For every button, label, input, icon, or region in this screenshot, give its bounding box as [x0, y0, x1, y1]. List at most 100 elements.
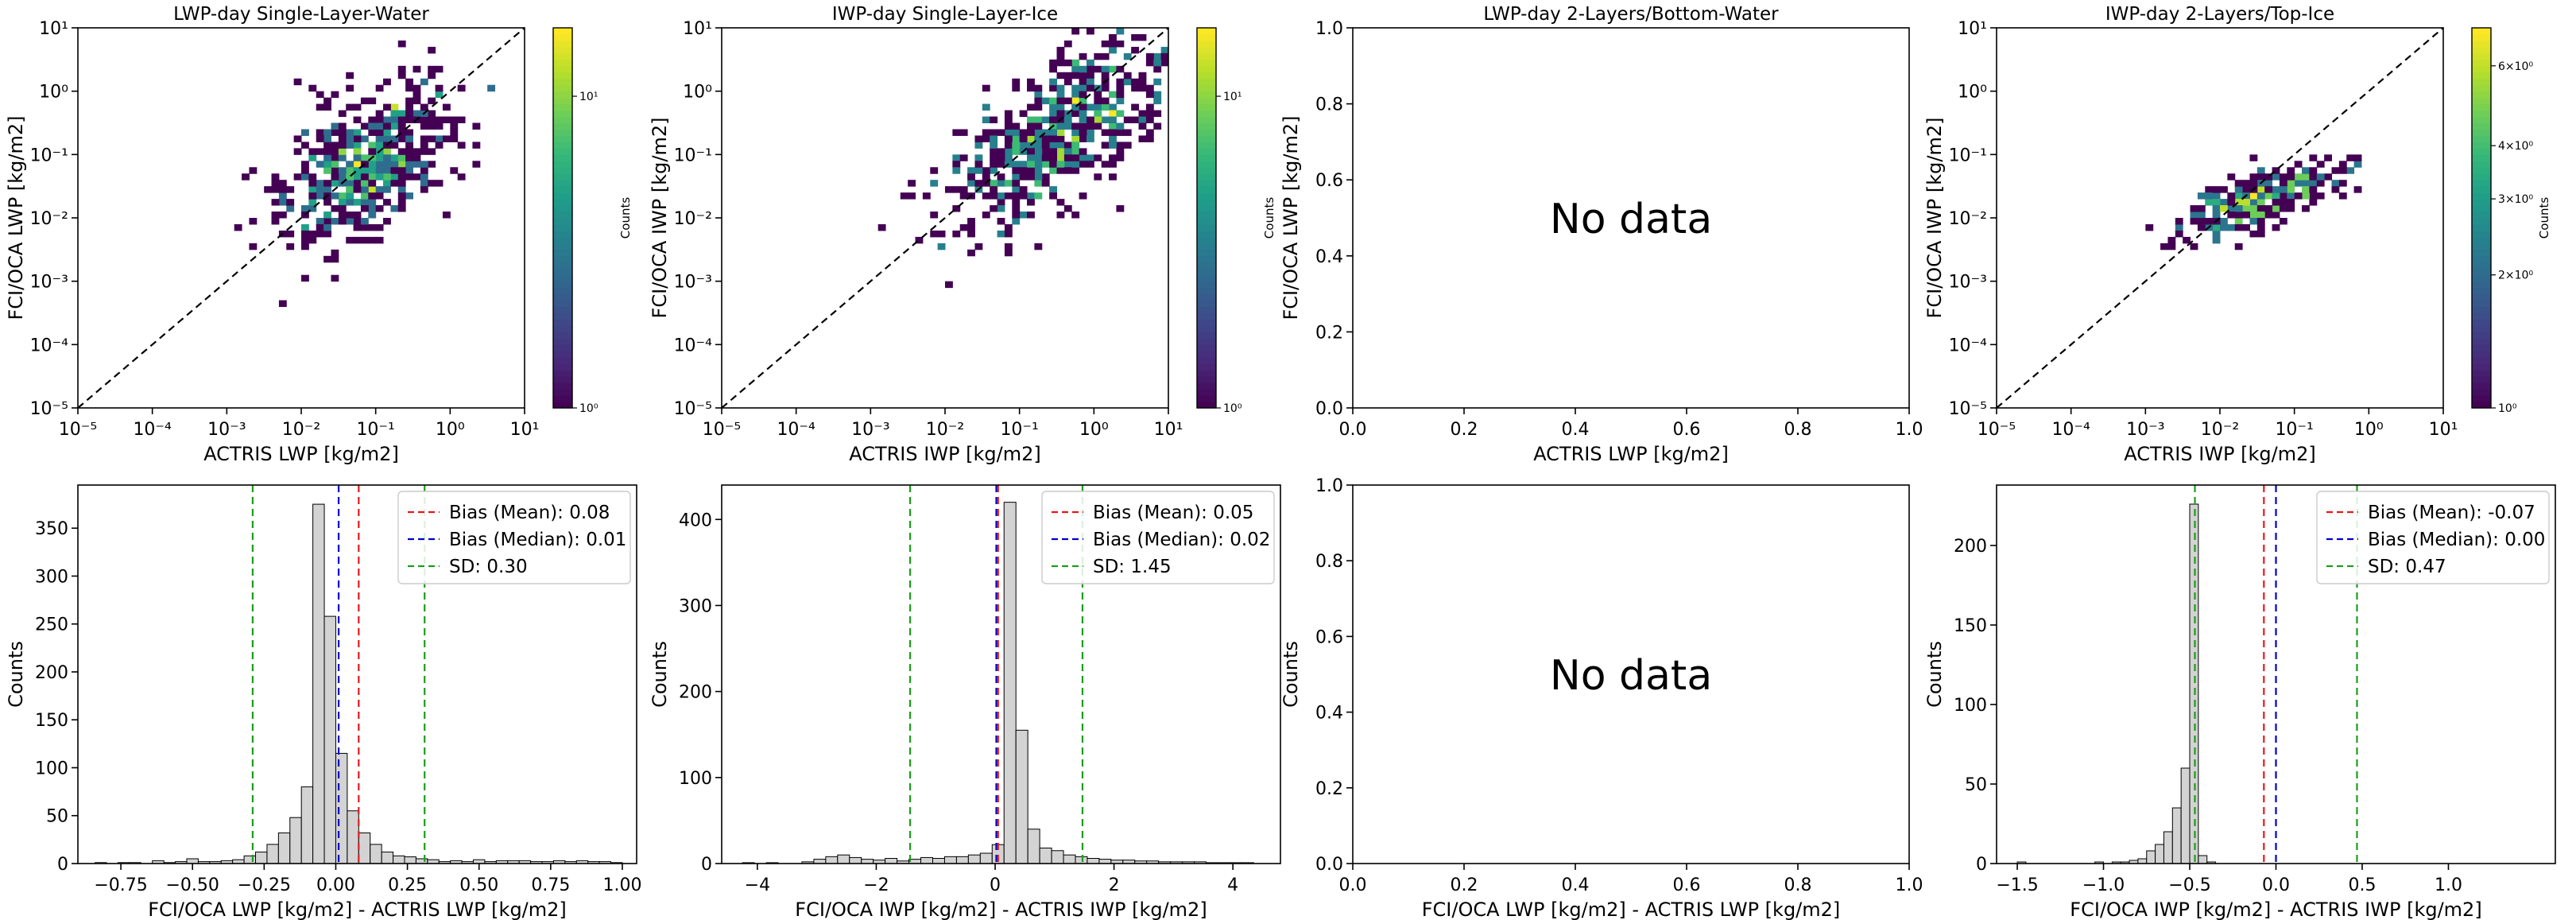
heatmap-cell	[1034, 154, 1043, 161]
colorbar: 10⁰ 10¹ Counts	[552, 27, 633, 415]
heatmap-cell	[301, 161, 309, 168]
heatmap-cell	[1153, 52, 1162, 60]
heatmap-cell	[1027, 212, 1035, 219]
heatmap-cell	[2234, 186, 2243, 193]
heatmap-cell	[1145, 135, 1154, 142]
colorbar-tick-label: 10⁰	[579, 402, 598, 415]
heatmap-cell	[397, 205, 406, 212]
heatmap-cell	[1063, 78, 1072, 86]
heatmap-cell	[1123, 72, 1132, 80]
heatmap-cell	[2353, 154, 2362, 161]
heatmap-cell	[1116, 28, 1125, 35]
heatmap-cell	[360, 97, 369, 105]
heatmap-cell	[397, 148, 406, 155]
histogram-bar	[2171, 807, 2182, 864]
y-axis-label: Counts	[649, 641, 671, 708]
heatmap-cells	[2145, 154, 2362, 250]
heatmap-cell	[990, 205, 998, 212]
colorbar-segment	[553, 243, 572, 250]
heatmap-cell	[420, 78, 428, 86]
heatmap-cell	[2302, 186, 2310, 193]
heatmap-cell	[1012, 186, 1021, 193]
heatmap-cell	[997, 129, 1005, 136]
heatmap-cell	[997, 154, 1005, 161]
y-tick-label: 0.6	[1315, 627, 1343, 647]
heatmap-cell	[338, 148, 347, 155]
heatmap-cell	[457, 84, 466, 92]
heatmap-cell	[346, 236, 354, 244]
heatmap-cell	[338, 173, 347, 181]
colorbar: 10⁰ 10¹ Counts	[1196, 27, 1276, 415]
heatmap-cell	[442, 103, 451, 111]
heatmap-cell	[397, 129, 406, 136]
heatmap-cell	[997, 173, 1005, 181]
y-tick-label: 10¹	[39, 19, 68, 39]
heatmap-cell	[997, 148, 1005, 155]
heatmap-cell	[442, 135, 451, 142]
heatmap-cell	[1116, 148, 1125, 155]
heatmap-cell	[1049, 148, 1057, 155]
heatmap-cell	[1027, 78, 1035, 86]
heatmap-cell	[360, 173, 369, 181]
heatmap-cell	[922, 192, 931, 200]
y-tick-label: 10⁻³	[1949, 273, 1987, 293]
heatmap-cell	[472, 161, 481, 168]
heatmap-cell	[2249, 180, 2258, 187]
heatmap-cell	[2190, 205, 2198, 212]
colorbar-tick-label: 10¹	[579, 91, 598, 103]
histogram-bar	[813, 859, 827, 864]
colorbar-segment	[1197, 110, 1216, 118]
heatmap-cell	[360, 186, 369, 193]
x-tick-label: 10⁻¹	[356, 420, 394, 440]
x-tick-label: 0.4	[1562, 420, 1590, 440]
heatmap-cell	[1094, 103, 1102, 111]
heatmap-cell	[1027, 154, 1035, 161]
heatmap-cell	[1138, 122, 1147, 130]
colorbar-segment	[1197, 84, 1216, 92]
heatmap-cell	[2197, 192, 2206, 200]
heatmap-cell	[1086, 161, 1094, 168]
heatmap-cell	[1004, 135, 1013, 142]
heatmap-cell	[2338, 192, 2347, 200]
heatmap-cell	[967, 230, 975, 238]
heatmap-cell	[945, 186, 953, 193]
colorbar-tick-label: 6×10⁰	[2498, 60, 2533, 73]
colorbar-segment	[1197, 167, 1216, 174]
x-axis-label: FCI/OCA IWP [kg/m2] - ACTRIS IWP [kg/m2]	[2070, 899, 2481, 920]
colorbar-segment	[553, 293, 572, 301]
heatmap-cell	[331, 129, 339, 136]
colorbar-segment	[2472, 28, 2491, 35]
x-tick-label: 0.50	[459, 875, 498, 895]
heatmap-cell	[1109, 142, 1117, 149]
heatmap-cell	[1079, 192, 1087, 200]
heatmap-cell	[2242, 212, 2250, 219]
x-tick-label: 10⁰	[436, 420, 465, 440]
heatmap-cell	[249, 243, 258, 250]
colorbar-segment	[1197, 268, 1216, 276]
heatmap-cell	[1094, 122, 1102, 130]
colorbar-segment	[2472, 287, 2491, 295]
heatmap-cell	[974, 243, 983, 250]
heatmap-cell	[1109, 110, 1117, 118]
heatmap-cell	[2272, 167, 2280, 174]
heatmap-cell	[308, 205, 317, 212]
heatmap-cell	[383, 129, 391, 136]
heatmap-cell	[316, 129, 324, 136]
heatmap-cell	[338, 199, 347, 206]
heatmap-cell	[2302, 167, 2310, 174]
heatmap-cell	[967, 249, 975, 257]
x-tick-label: 10¹	[510, 420, 540, 440]
heatmap-cell	[930, 180, 939, 187]
heatmap-cell	[316, 91, 324, 99]
colorbar-segment	[553, 332, 572, 339]
heatmap-cell	[1019, 161, 1028, 168]
heatmap-cell	[2256, 218, 2265, 225]
colorbar-segment	[2472, 91, 2491, 99]
colorbar-segment	[1197, 382, 1216, 390]
x-axis-label: FCI/OCA IWP [kg/m2] - ACTRIS IWP [kg/m2]	[795, 899, 1207, 920]
colorbar-segment	[1197, 236, 1216, 244]
heatmap-cell	[967, 167, 975, 174]
heatmap-cell	[952, 154, 961, 161]
x-tick-label: 1.0	[1896, 420, 1923, 440]
heatmap-cell	[413, 110, 421, 118]
